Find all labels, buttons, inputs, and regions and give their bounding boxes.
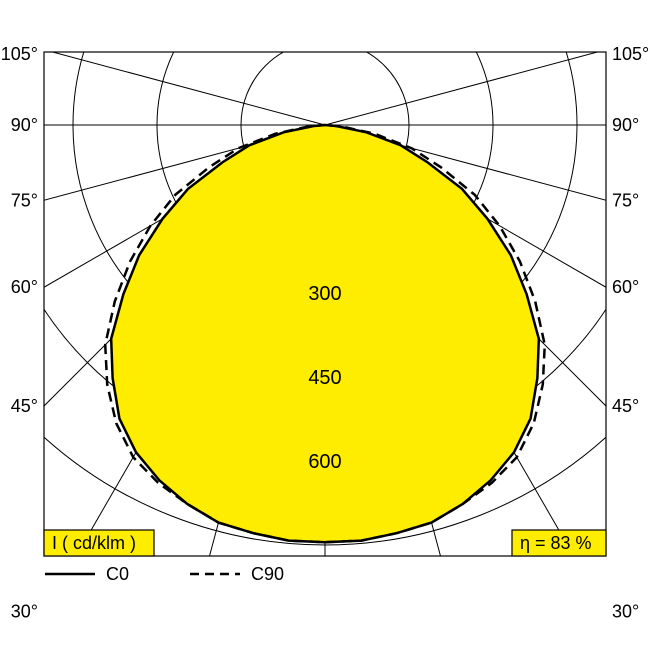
angle-label-left-60: 60° [11, 277, 38, 297]
angle-label-right-30: 30° [612, 602, 639, 622]
angle-label-left-75: 75° [11, 190, 38, 210]
efficiency-label: η = 83 % [520, 533, 592, 553]
radial-label-600: 600 [308, 451, 341, 473]
photometric-fill [111, 125, 539, 542]
radial-label-450: 450 [308, 367, 341, 389]
legend-label-c90: C90 [251, 564, 284, 584]
angle-label-left-105: 105° [1, 44, 38, 64]
angle-label-left-90: 90° [11, 115, 38, 135]
angle-label-right-90: 90° [612, 115, 639, 135]
radial-label-300: 300 [308, 283, 341, 305]
chart-svg: 300 450 600 30° 30° 45° 45° 60° 60° 75° 75° 90° 90° 1… [0, 0, 650, 650]
units-label: I ( cd/klm ) [52, 533, 136, 553]
angle-label-left-30: 30° [11, 602, 38, 622]
angle-label-left-45: 45° [11, 396, 38, 416]
angle-label-right-75: 75° [612, 190, 639, 210]
angle-label-right-60: 60° [612, 277, 639, 297]
angle-label-right-45: 45° [612, 396, 639, 416]
polar-photometric-chart: { "chart": { "type": "polar-photometric"… [0, 0, 650, 650]
angle-label-right-105: 105° [612, 44, 649, 64]
legend-label-c0: C0 [106, 564, 129, 584]
